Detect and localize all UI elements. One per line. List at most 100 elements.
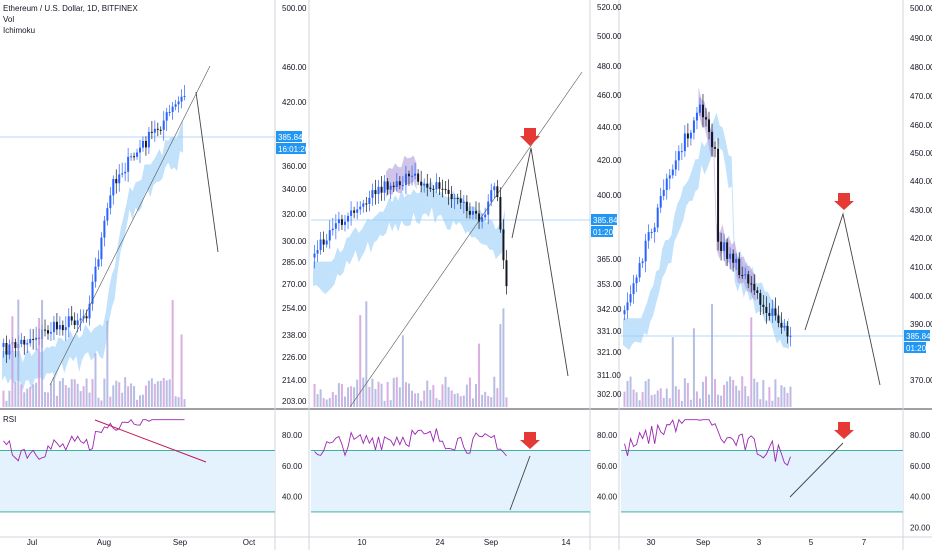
right-volume-bar bbox=[789, 386, 792, 407]
left-candle-body bbox=[103, 220, 106, 238]
middle-candle-body bbox=[395, 181, 398, 187]
middle-rsi-tick-label: 80.00 bbox=[597, 431, 618, 440]
middle-rsi-red-arrow bbox=[520, 432, 540, 449]
middle-candle-body bbox=[383, 181, 386, 193]
middle-volume-bar bbox=[426, 380, 429, 407]
left-volume-bar bbox=[94, 353, 97, 407]
left-candle-body bbox=[35, 337, 38, 340]
left-rsi-tick-label: 80.00 bbox=[282, 431, 303, 440]
right-volume-bar bbox=[638, 400, 641, 407]
right-volume-bar bbox=[647, 378, 650, 407]
right-candle-body bbox=[647, 232, 650, 241]
middle-volume-bar bbox=[444, 376, 447, 407]
right-candle-body bbox=[762, 304, 765, 307]
middle-projection-arrow bbox=[511, 147, 569, 377]
left-candle-body bbox=[106, 208, 109, 221]
middle-volume-bar bbox=[386, 382, 389, 407]
right-candle-body bbox=[692, 120, 695, 133]
middle-candle-body bbox=[453, 198, 456, 200]
left-volume-bar bbox=[171, 299, 174, 407]
left-volume-bar bbox=[183, 399, 186, 407]
left-volume-bar bbox=[127, 386, 130, 407]
right-x-tick-label: 30 bbox=[647, 538, 656, 547]
right-volume-bar bbox=[744, 386, 747, 407]
middle-volume-bar bbox=[423, 390, 426, 407]
middle-candle-body bbox=[322, 239, 325, 245]
middle-rsi-line bbox=[314, 428, 507, 457]
left-y-tick-label: 460.00 bbox=[282, 63, 307, 72]
middle-candle-body bbox=[456, 198, 459, 200]
middle-y-tick-label: 480.00 bbox=[597, 62, 622, 71]
right-y-tick-label: 400.00 bbox=[910, 292, 932, 301]
middle-volume-bar bbox=[316, 394, 319, 407]
middle-volume-bar bbox=[343, 396, 346, 407]
middle-candle-body bbox=[356, 209, 359, 213]
right-volume-bar bbox=[689, 399, 692, 407]
middle-y-tick-label: 342.00 bbox=[597, 305, 622, 314]
left-rsi-line bbox=[3, 418, 185, 462]
left-volume-bar bbox=[5, 400, 8, 407]
left-volume-bar bbox=[168, 379, 171, 407]
right-volume-bar bbox=[783, 387, 786, 407]
left-candle-body bbox=[91, 281, 94, 304]
left-candle-body bbox=[171, 106, 174, 112]
left-volume-bar bbox=[58, 381, 61, 407]
right-rsi-arrow bbox=[789, 442, 844, 498]
middle-y-tick-label: 440.00 bbox=[597, 123, 622, 132]
left-candle-body bbox=[139, 147, 141, 153]
left-volume-bar bbox=[20, 384, 23, 407]
left-candle-body bbox=[124, 171, 127, 174]
left-y-tick-label: 254.00 bbox=[282, 304, 307, 313]
middle-candle-body bbox=[432, 188, 435, 190]
right-candle-body bbox=[708, 119, 711, 133]
middle-volume-bar bbox=[356, 379, 359, 407]
left-y-tick-label: 500.00 bbox=[282, 4, 307, 13]
left-y-tick-label: 203.00 bbox=[282, 397, 307, 406]
left-volume-bar bbox=[61, 378, 64, 407]
middle-candle-body bbox=[475, 211, 478, 214]
left-y-tick-label: 300.00 bbox=[282, 237, 307, 246]
right-candle-body bbox=[714, 147, 717, 149]
middle-volume-bar bbox=[465, 384, 468, 407]
right-y-tick-label: 430.00 bbox=[910, 206, 932, 215]
right-candle-body bbox=[638, 263, 641, 278]
right-volume-bar bbox=[735, 385, 738, 407]
right-volume-bar bbox=[632, 389, 635, 407]
indicator-vol: Vol bbox=[3, 15, 14, 24]
middle-candle-body bbox=[490, 190, 493, 202]
middle-y-tick-label: 500.00 bbox=[597, 32, 622, 41]
left-volume-bar bbox=[67, 387, 70, 407]
left-volume-bar bbox=[136, 399, 139, 407]
right-volume-bar bbox=[695, 391, 698, 407]
middle-candle-body bbox=[411, 175, 414, 177]
middle-candle-body bbox=[362, 203, 365, 207]
right-volume-bar bbox=[623, 391, 626, 407]
left-volume-bar bbox=[70, 379, 73, 407]
left-volume-bar bbox=[41, 300, 44, 407]
middle-y-tick-label: 520.00 bbox=[597, 3, 622, 12]
right-candle-body bbox=[786, 325, 789, 337]
right-last-price-label: 385.84 bbox=[906, 332, 931, 341]
left-candle-body bbox=[174, 104, 177, 107]
left-volume-bar bbox=[144, 385, 147, 407]
middle-candle-body bbox=[389, 185, 392, 190]
right-candle-body bbox=[665, 178, 668, 190]
middle-volume-bar bbox=[404, 382, 407, 407]
left-candle-body bbox=[177, 101, 180, 105]
middle-candle-body bbox=[359, 206, 362, 210]
middle-candle-body bbox=[426, 183, 429, 188]
left-x-tick-label: Jul bbox=[27, 538, 37, 547]
left-candle-body bbox=[141, 140, 144, 148]
left-volume-bar bbox=[38, 317, 41, 407]
left-candle-body bbox=[29, 338, 32, 344]
left-candle-body bbox=[49, 332, 52, 334]
middle-volume-bar bbox=[490, 397, 493, 407]
left-volume-bar bbox=[124, 377, 127, 407]
middle-volume-bar bbox=[377, 381, 380, 407]
middle-candle-body bbox=[319, 239, 322, 251]
left-volume-bar bbox=[165, 380, 168, 407]
left-candle-body bbox=[115, 179, 118, 184]
middle-countdown-tag bbox=[591, 226, 613, 237]
right-y-tick-label: 470.00 bbox=[910, 92, 932, 101]
left-volume-bar bbox=[97, 397, 100, 407]
